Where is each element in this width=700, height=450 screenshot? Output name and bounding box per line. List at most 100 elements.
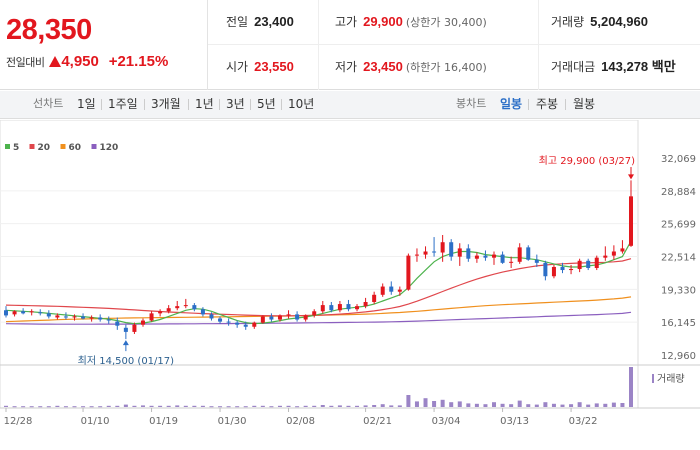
- volume-bar: [543, 402, 548, 407]
- volume-bar: [21, 406, 26, 408]
- x-tick-label: 03/22: [569, 416, 598, 427]
- candle-body: [303, 315, 308, 320]
- candle-body: [200, 309, 205, 315]
- tab-divider: [281, 99, 282, 110]
- ma-legend-swatch: [29, 144, 35, 149]
- candle-body: [406, 255, 411, 290]
- high-annotation: 최고 29,900 (03/27): [539, 155, 635, 167]
- volume-bar: [603, 403, 608, 407]
- tab-3y[interactable]: 3년: [226, 97, 245, 111]
- tab-monthly[interactable]: 월봉: [573, 97, 596, 111]
- volume-bar: [337, 405, 342, 407]
- volume-bar: [586, 404, 591, 407]
- volume-bar: [260, 405, 265, 407]
- stats-table: 전일 23,400 고가 29,900 (상한가 30,400) 거래량 5,204,9…: [208, 0, 700, 90]
- candle-body: [252, 322, 257, 327]
- candle-body: [175, 306, 180, 309]
- high-cell: 고가 29,900 (상한가 30,400): [318, 0, 538, 45]
- candle-body: [106, 319, 111, 321]
- tab-daily[interactable]: 일봉: [500, 97, 523, 111]
- tab-divider: [144, 99, 145, 110]
- volume-bar: [492, 402, 497, 407]
- tab-divider: [250, 99, 251, 110]
- volume-bar: [355, 405, 360, 407]
- volume-bar: [526, 404, 531, 407]
- candle-body: [457, 248, 462, 257]
- candle-body: [183, 305, 188, 307]
- tab-5y[interactable]: 5년: [257, 97, 276, 111]
- tab-1w[interactable]: 1주일: [108, 97, 138, 111]
- chart-period-tabs: 선차트 1일 1주일 3개월 1년 3년 5년 10년 봉차트 일봉 주봉 월봉: [0, 91, 700, 119]
- volume-bar: [414, 401, 419, 407]
- tab-divider: [101, 99, 102, 110]
- candle-body: [517, 247, 522, 262]
- candle-body: [46, 313, 51, 317]
- change-label: 전일대비: [6, 56, 45, 69]
- candle-body: [629, 196, 633, 246]
- candle-body: [166, 308, 171, 312]
- prev-close-cell: 전일 23,400: [208, 0, 318, 45]
- x-tick-label: 02/08: [286, 416, 315, 427]
- candle-body: [140, 320, 145, 325]
- volume-bar: [372, 405, 377, 407]
- volume-bar: [594, 403, 599, 407]
- candle-body: [577, 260, 582, 270]
- candle-body: [312, 311, 317, 316]
- candle-body: [277, 315, 282, 320]
- volume-bar: [235, 406, 240, 408]
- volume-bar: [346, 405, 351, 407]
- volume-bar: [166, 405, 171, 407]
- candle-body: [492, 254, 497, 258]
- volume-bar: [106, 405, 111, 407]
- ma-legend-label: 20: [38, 143, 51, 153]
- volume-bar: [149, 405, 154, 407]
- prev-close-label: 전일: [226, 15, 249, 29]
- candle-body: [149, 313, 154, 321]
- prev-close-value: 23,400: [254, 14, 294, 29]
- candle-body: [260, 316, 265, 323]
- volume-bar: [577, 402, 582, 407]
- volume-bar: [449, 402, 454, 407]
- candle-body: [397, 289, 402, 292]
- candle-body: [620, 248, 625, 252]
- tab-1y[interactable]: 1년: [195, 97, 214, 111]
- tab-divider: [188, 99, 189, 110]
- tab-1d[interactable]: 1일: [77, 97, 96, 111]
- candle-body: [432, 251, 437, 253]
- volume-bar: [509, 404, 514, 407]
- quote-header: 28,350 전일대비 4,950 +21.15% 전일 23,400 고가 29,…: [0, 0, 700, 90]
- volume-bar: [226, 406, 231, 408]
- candle-body: [594, 257, 599, 268]
- candle-body: [355, 306, 360, 310]
- volume-value: 5,204,960: [590, 14, 648, 29]
- volume-legend-swatch: [652, 374, 654, 383]
- x-tick-label: 01/19: [149, 416, 178, 427]
- x-tick-label: 01/10: [81, 416, 110, 427]
- volume-bar: [218, 406, 223, 408]
- volume-bar: [192, 405, 197, 407]
- tab-3m[interactable]: 3개월: [151, 97, 181, 111]
- tab-10y[interactable]: 10년: [288, 97, 315, 111]
- stock-chart[interactable]: 32,069 28,884 25,699 22,514 19,330 16,145 12,9…: [0, 119, 700, 450]
- volume-bar: [440, 399, 445, 407]
- open-cell: 시가 23,550: [208, 45, 318, 90]
- volume-bar: [389, 405, 394, 407]
- candle-body: [423, 251, 428, 255]
- up-triangle-icon: [49, 56, 62, 67]
- candlestick-chart-svg[interactable]: 32,069 28,884 25,699 22,514 19,330 16,145 12,9…: [0, 119, 700, 450]
- candle-body: [603, 255, 608, 258]
- volume-legend-label: 거래량: [657, 373, 685, 385]
- volume-bar: [303, 405, 308, 407]
- candle-body: [372, 294, 377, 303]
- ma-legend-swatch: [5, 144, 10, 149]
- low-arrow-head: [122, 340, 129, 346]
- volume-bar: [560, 404, 565, 407]
- ma20-line: [5, 258, 632, 317]
- volume-bar: [12, 406, 17, 408]
- volume-bar: [252, 405, 257, 407]
- candle-body: [543, 262, 548, 277]
- volume-label: 거래량: [551, 15, 585, 29]
- tab-weekly[interactable]: 주봉: [536, 97, 559, 111]
- candle-body: [226, 321, 231, 323]
- x-tick-label: 03/04: [432, 416, 461, 427]
